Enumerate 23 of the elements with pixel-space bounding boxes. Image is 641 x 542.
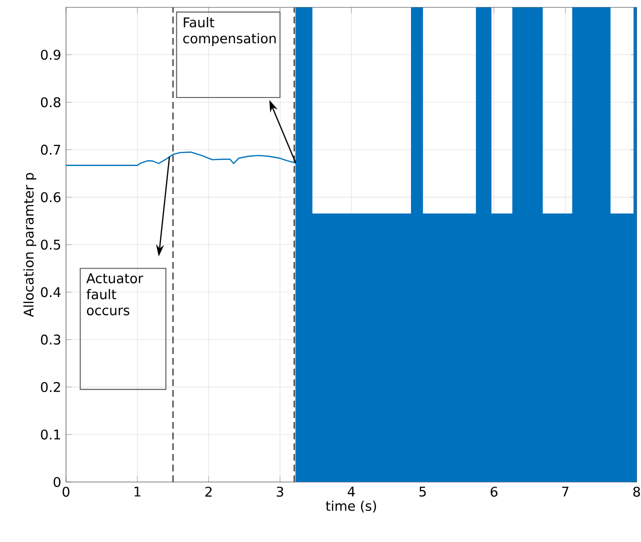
x-tick-label: 1 <box>134 486 140 496</box>
x-tick-label: 6 <box>490 486 498 497</box>
x-tick-label: 7 <box>562 486 568 496</box>
annotation: Actuator fault occurs <box>86 273 144 316</box>
y-tick-label: 0.8 <box>40 97 60 108</box>
x-axis-title: time (s) <box>326 500 376 513</box>
y-axis-title: Allocation paramter p <box>23 172 36 317</box>
y-tick-label: 0.2 <box>40 382 60 392</box>
x-tick-label: 4 <box>348 486 355 496</box>
x-tick-label: 0 <box>62 486 70 497</box>
y-tick-label: 0 <box>54 476 60 488</box>
x-tick-label: 2 <box>205 486 212 497</box>
x-tick-label: 8 <box>633 486 640 497</box>
y-tick-label: 0.9 <box>40 50 60 60</box>
y-tick-label: 0.3 <box>40 334 60 345</box>
y-tick-label: 0.7 <box>40 144 60 155</box>
x-tick-label: 3 <box>276 486 284 497</box>
y-tick-label: 0.1 <box>40 429 60 440</box>
y-tick-label: 0.6 <box>40 192 60 202</box>
y-tick-label: 0.5 <box>40 240 60 250</box>
annotation: Fault compensation <box>183 17 276 46</box>
x-tick-label: 5 <box>419 486 426 497</box>
y-tick-label: 0.4 <box>40 287 61 298</box>
